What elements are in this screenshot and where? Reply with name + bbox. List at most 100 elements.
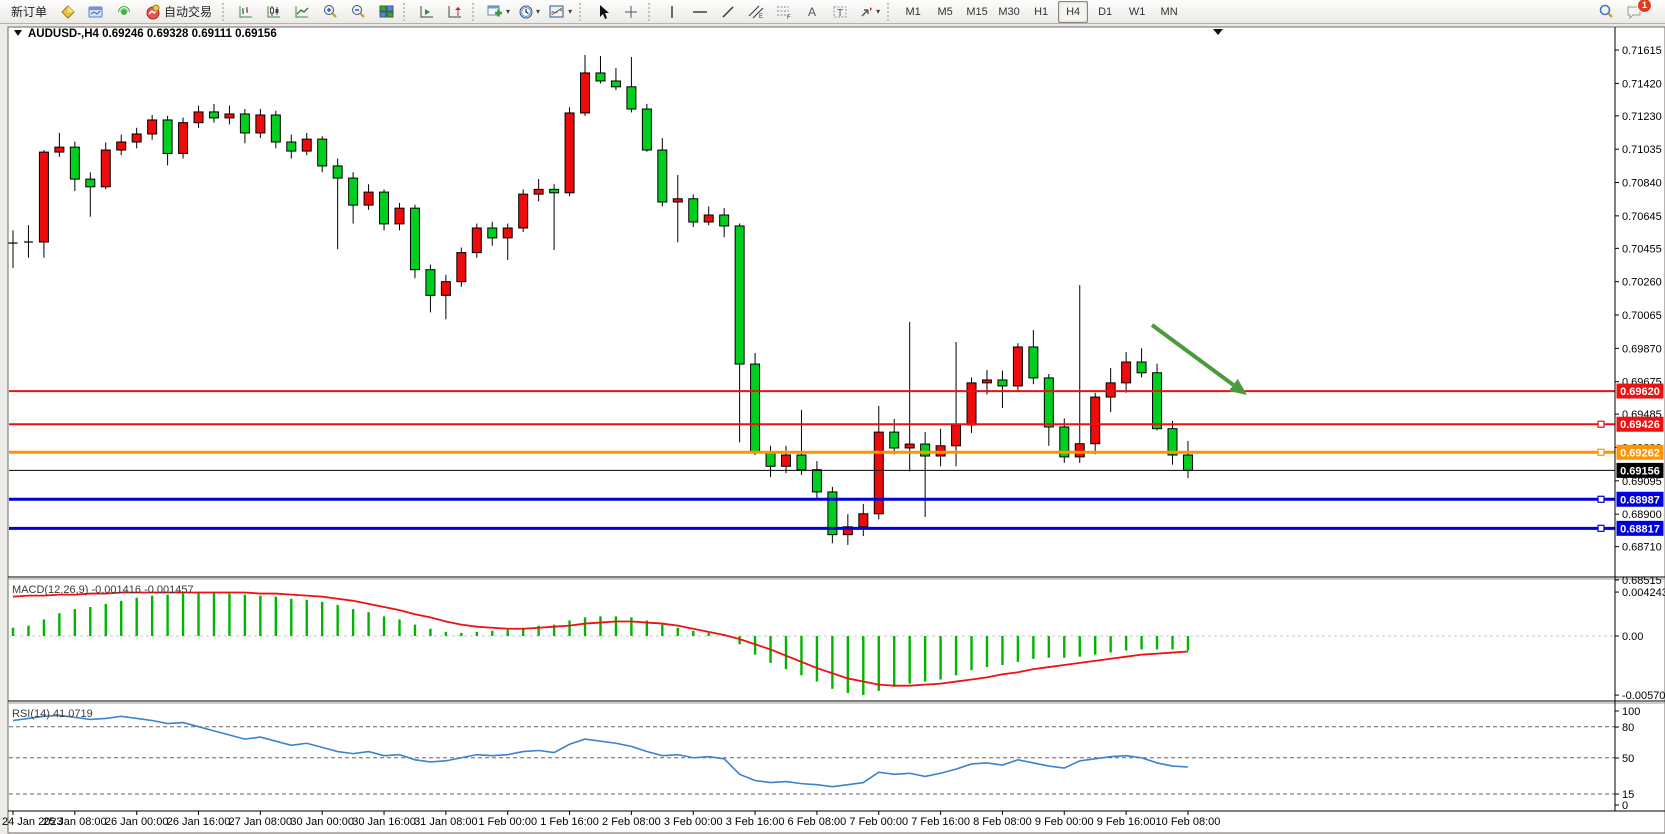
svg-text:10 Feb 08:00: 10 Feb 08:00 bbox=[1156, 816, 1221, 828]
timeframe-button-h1[interactable]: H1 bbox=[1034, 5, 1049, 18]
svg-text:0.70065: 0.70065 bbox=[1622, 310, 1662, 322]
price-label-0.69156: 0.69156 bbox=[1616, 462, 1664, 478]
vertical-line-icon[interactable] bbox=[659, 1, 685, 23]
line-selection-handle[interactable] bbox=[1597, 420, 1605, 428]
chevron-down-icon[interactable]: ▾ bbox=[536, 7, 541, 16]
svg-text:30 Jan 00:00: 30 Jan 00:00 bbox=[290, 816, 354, 828]
toolbar-separator bbox=[472, 2, 479, 21]
toolbar-separator bbox=[579, 2, 586, 21]
svg-text:30 Jan 16:00: 30 Jan 16:00 bbox=[352, 816, 416, 828]
zoom-out-icon[interactable] bbox=[345, 1, 371, 23]
main-chart-panel[interactable]: AUDUSD-,H4 0.69246 0.69328 0.69111 0.691… bbox=[8, 28, 1616, 545]
candlestick-chart-icon[interactable] bbox=[261, 1, 287, 23]
svg-text:0.69426: 0.69426 bbox=[1620, 419, 1660, 431]
cursor-icon[interactable] bbox=[590, 1, 616, 23]
navigator-icon[interactable] bbox=[111, 1, 137, 23]
equidistant-channel-icon[interactable]: E bbox=[743, 1, 769, 23]
text-icon[interactable]: A bbox=[799, 1, 825, 23]
svg-text:0.69095: 0.69095 bbox=[1622, 476, 1662, 488]
timeframe-button-h4[interactable]: H4 bbox=[1058, 0, 1089, 23]
svg-text:50: 50 bbox=[1622, 753, 1634, 765]
rsi-label: RSI(14) 41.0719 bbox=[12, 708, 93, 720]
candles-layer bbox=[8, 55, 1193, 545]
svg-text:E: E bbox=[759, 14, 763, 20]
trendline-icon[interactable] bbox=[715, 1, 741, 23]
price-label-0.69262: 0.69262 bbox=[1616, 444, 1664, 460]
price-lines-layer bbox=[9, 390, 1615, 532]
svg-text:7 Feb 00:00: 7 Feb 00:00 bbox=[849, 816, 908, 828]
svg-text:0.71230: 0.71230 bbox=[1622, 111, 1662, 123]
chevron-down-icon[interactable]: ▾ bbox=[506, 7, 511, 16]
svg-text:0: 0 bbox=[1622, 800, 1628, 812]
market-watch-icon[interactable] bbox=[55, 1, 81, 23]
new-chart-button[interactable]: ▾ bbox=[483, 1, 513, 23]
timeframe-button-mn[interactable]: MN bbox=[1160, 5, 1178, 18]
svg-text:8 Feb 08:00: 8 Feb 08:00 bbox=[973, 816, 1032, 828]
svg-text:0.68987: 0.68987 bbox=[1620, 494, 1660, 506]
timeframe-button-w1[interactable]: W1 bbox=[1128, 5, 1146, 18]
svg-text:26 Jan 16:00: 26 Jan 16:00 bbox=[167, 816, 231, 828]
tile-windows-icon[interactable] bbox=[373, 1, 399, 23]
timeframe-button-m15[interactable]: M15 bbox=[966, 5, 988, 18]
autotrading-button[interactable]: 自动交易 bbox=[139, 1, 218, 23]
svg-text:0.68817: 0.68817 bbox=[1620, 523, 1660, 535]
toolbar-separator bbox=[403, 2, 410, 21]
line-selection-handle[interactable] bbox=[1597, 495, 1605, 503]
line-chart-icon[interactable] bbox=[289, 1, 315, 23]
svg-text:0.68900: 0.68900 bbox=[1622, 509, 1662, 521]
timeframe-button-d1[interactable]: D1 bbox=[1098, 5, 1113, 18]
data-window-icon[interactable] bbox=[83, 1, 109, 23]
svg-text:24 Jan 2023: 24 Jan 2023 bbox=[2, 816, 63, 828]
text-label-icon[interactable]: T bbox=[827, 1, 853, 23]
chat-button[interactable]: 1 bbox=[1621, 0, 1652, 23]
svg-text:26 Jan 00:00: 26 Jan 00:00 bbox=[105, 816, 169, 828]
template-button[interactable]: ▾ bbox=[545, 1, 575, 23]
notification-badge: 1 bbox=[1637, 0, 1652, 13]
svg-text:25 Jan 08:00: 25 Jan 08:00 bbox=[43, 816, 107, 828]
chevron-down-icon[interactable]: ▾ bbox=[568, 7, 573, 16]
crosshair-icon[interactable] bbox=[618, 1, 644, 23]
svg-text:0.70455: 0.70455 bbox=[1622, 243, 1662, 255]
annotation-arrow[interactable] bbox=[1150, 323, 1247, 395]
chart-dropdown-arrow[interactable] bbox=[1213, 29, 1223, 35]
main-toolbar: 新订单 自动交易 ▾ ▾ bbox=[0, 0, 1665, 24]
price-axis[interactable]: 0.71615 0.71420 0.71230 0.71035 0.70840 0.706… bbox=[1614, 27, 1665, 812]
svg-text:0.70645: 0.70645 bbox=[1622, 211, 1662, 223]
zoom-in-icon[interactable] bbox=[317, 1, 343, 23]
search-icon[interactable] bbox=[1593, 1, 1619, 23]
new-order-button[interactable]: 新订单 bbox=[11, 5, 48, 19]
toolbar-separator bbox=[887, 2, 894, 21]
toolbar-separator bbox=[222, 2, 229, 21]
svg-text:0.004243: 0.004243 bbox=[1622, 587, 1665, 599]
price-label-0.68987: 0.68987 bbox=[1616, 491, 1664, 507]
autotrading-label: 自动交易 bbox=[164, 5, 213, 19]
macd-label: MACD(12,26,9) -0.001416 -0.001457 bbox=[12, 584, 194, 596]
svg-text:0.69620: 0.69620 bbox=[1620, 386, 1660, 398]
macd-panel: MACD(12,26,9) -0.001416 -0.001457 bbox=[8, 584, 1615, 696]
chart-title-dropdown-icon[interactable] bbox=[14, 30, 22, 36]
horizontal-line-icon[interactable] bbox=[687, 1, 713, 23]
chevron-down-icon[interactable]: ▾ bbox=[876, 7, 881, 16]
svg-text:9 Feb 00:00: 9 Feb 00:00 bbox=[1035, 816, 1094, 828]
svg-text:7 Feb 16:00: 7 Feb 16:00 bbox=[911, 816, 970, 828]
autoscroll-icon[interactable] bbox=[442, 1, 468, 23]
shift-chart-icon[interactable] bbox=[414, 1, 440, 23]
line-selection-handle[interactable] bbox=[1597, 448, 1605, 456]
bar-chart-icon[interactable] bbox=[233, 1, 259, 23]
svg-text:1 Feb 00:00: 1 Feb 00:00 bbox=[478, 816, 537, 828]
svg-text:0.71615: 0.71615 bbox=[1622, 45, 1662, 57]
arrows-button[interactable]: ▾ bbox=[855, 1, 883, 23]
svg-text:0.69262: 0.69262 bbox=[1620, 447, 1660, 459]
svg-text:0.70260: 0.70260 bbox=[1622, 277, 1662, 289]
timeframe-button-m1[interactable]: M1 bbox=[905, 5, 921, 18]
timeframe-button-m5[interactable]: M5 bbox=[937, 5, 953, 18]
timeframe-group: M1 M5 M15 M30 H1 H4 D1 W1 MN bbox=[897, 0, 1185, 23]
period-button[interactable]: ▾ bbox=[515, 1, 543, 23]
rsi-line bbox=[12, 714, 1189, 788]
fibonacci-icon[interactable]: F bbox=[771, 1, 797, 23]
timeframe-button-m30[interactable]: M30 bbox=[998, 5, 1020, 18]
line-selection-handle[interactable] bbox=[1597, 524, 1605, 532]
